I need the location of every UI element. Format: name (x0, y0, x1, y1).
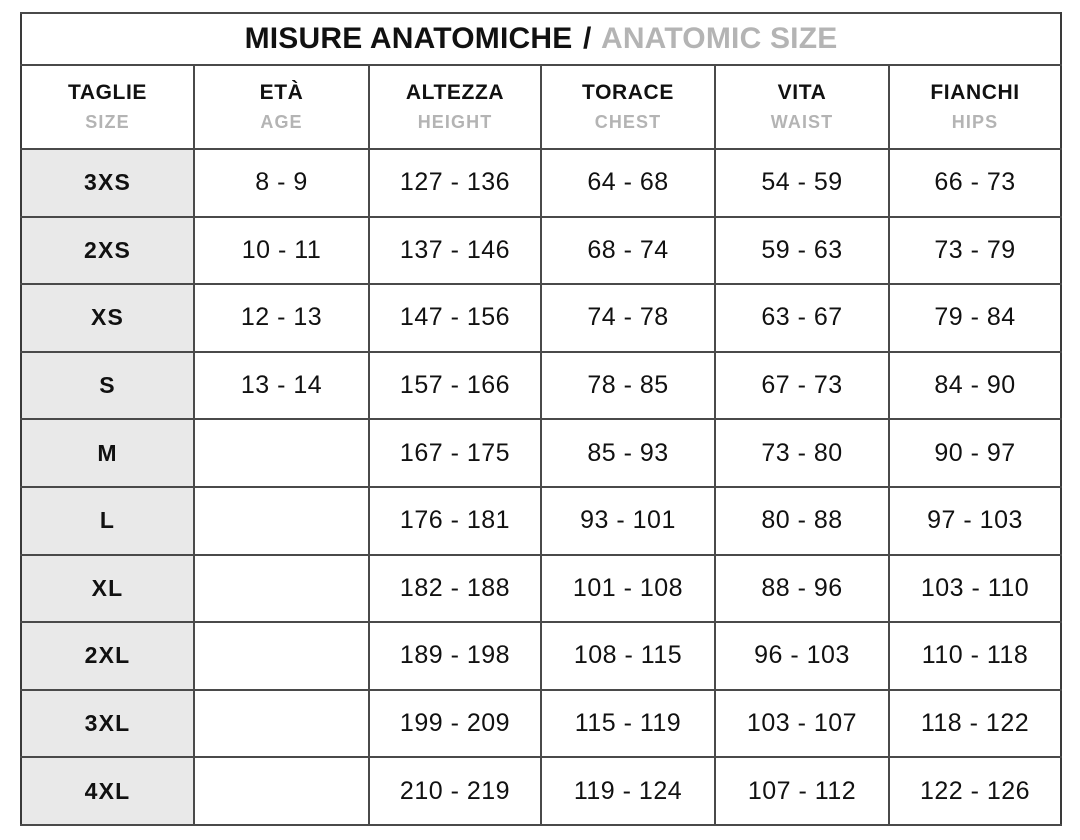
cell-hips: 79 - 84 (887, 283, 1063, 353)
cell-height: 189 - 198 (368, 621, 542, 691)
cell-size: XL (20, 553, 195, 624)
cell-size: 4XL (20, 756, 195, 826)
cell-height: 137 - 146 (368, 215, 542, 286)
title-english: ANATOMIC SIZE (600, 22, 838, 55)
column-header-fianchi: FIANCHI HIPS (887, 64, 1063, 150)
anatomic-size-table: MISURE ANATOMICHE / ANATOMIC SIZE TAGLIE… (19, 12, 1063, 826)
header-english: WAIST (770, 111, 834, 132)
table-row: 2XL 189 - 198 108 - 115 96 - 103 110 - 1… (20, 621, 1063, 691)
cell-age (193, 418, 370, 488)
cell-hips: 103 - 110 (887, 553, 1063, 624)
cell-age: 12 - 13 (193, 283, 370, 353)
header-english: SIZE (85, 111, 130, 132)
cell-size: XS (20, 283, 195, 353)
cell-chest: 101 - 108 (540, 553, 716, 624)
cell-height: 127 - 136 (368, 148, 542, 218)
cell-age: 10 - 11 (193, 215, 370, 286)
cell-hips: 84 - 90 (887, 350, 1063, 421)
title-italian: MISURE ANATOMICHE (244, 22, 573, 55)
cell-waist: 103 - 107 (714, 688, 890, 759)
cell-hips: 66 - 73 (887, 148, 1063, 218)
cell-chest: 74 - 78 (540, 283, 716, 353)
cell-hips: 110 - 118 (887, 621, 1063, 691)
cell-waist: 107 - 112 (714, 756, 890, 826)
cell-waist: 80 - 88 (714, 485, 890, 556)
cell-hips: 73 - 79 (887, 215, 1063, 286)
column-header-torace: TORACE CHEST (540, 64, 716, 150)
table-header-row: TAGLIE SIZE ETÀ AGE ALTEZZA HEIGHT (20, 64, 1063, 150)
size-chart-container: MISURE ANATOMICHE / ANATOMIC SIZE TAGLIE… (19, 12, 1063, 826)
title-separator: / (582, 22, 592, 55)
cell-size: 3XS (20, 148, 195, 218)
table-row: 2XS 10 - 11 137 - 146 68 - 74 59 - 63 73… (20, 215, 1063, 286)
header-italian: TORACE (582, 81, 674, 104)
header-english: HEIGHT (417, 111, 493, 132)
chart-title: MISURE ANATOMICHE / ANATOMIC SIZE (19, 12, 1063, 66)
header-italian: ETÀ (259, 81, 304, 104)
cell-size: 2XL (20, 621, 195, 691)
column-header-altezza: ALTEZZA HEIGHT (368, 64, 542, 150)
cell-size: M (20, 418, 195, 488)
cell-height: 157 - 166 (368, 350, 542, 421)
cell-waist: 63 - 67 (714, 283, 890, 353)
cell-height: 147 - 156 (368, 283, 542, 353)
cell-chest: 68 - 74 (540, 215, 716, 286)
cell-waist: 54 - 59 (714, 148, 890, 218)
table-row: M 167 - 175 85 - 93 73 - 80 90 - 97 (20, 418, 1063, 488)
cell-waist: 59 - 63 (714, 215, 890, 286)
header-italian: FIANCHI (930, 81, 1020, 104)
table-row: S 13 - 14 157 - 166 78 - 85 67 - 73 84 -… (20, 350, 1063, 421)
cell-age (193, 553, 370, 624)
cell-height: 167 - 175 (368, 418, 542, 488)
table-row: 3XS 8 - 9 127 - 136 64 - 68 54 - 59 66 -… (20, 148, 1063, 218)
cell-size: S (20, 350, 195, 421)
cell-age (193, 621, 370, 691)
cell-hips: 122 - 126 (887, 756, 1063, 826)
cell-age (193, 756, 370, 826)
cell-age: 8 - 9 (193, 148, 370, 218)
column-header-eta: ETÀ AGE (193, 64, 370, 150)
cell-size: 2XS (20, 215, 195, 286)
header-italian: TAGLIE (67, 81, 148, 104)
header-italian: VITA (777, 81, 827, 104)
cell-chest: 64 - 68 (540, 148, 716, 218)
cell-size: 3XL (20, 688, 195, 759)
header-english: CHEST (594, 111, 662, 132)
title-row: MISURE ANATOMICHE / ANATOMIC SIZE (19, 12, 1063, 66)
cell-age (193, 688, 370, 759)
cell-height: 210 - 219 (368, 756, 542, 826)
cell-waist: 67 - 73 (714, 350, 890, 421)
cell-chest: 108 - 115 (540, 621, 716, 691)
cell-waist: 73 - 80 (714, 418, 890, 488)
cell-hips: 97 - 103 (887, 485, 1063, 556)
table-row: 3XL 199 - 209 115 - 119 103 - 107 118 - … (20, 688, 1063, 759)
cell-waist: 88 - 96 (714, 553, 890, 624)
cell-chest: 119 - 124 (540, 756, 716, 826)
table-row: 4XL 210 - 219 119 - 124 107 - 112 122 - … (20, 756, 1063, 826)
cell-waist: 96 - 103 (714, 621, 890, 691)
table-row: L 176 - 181 93 - 101 80 - 88 97 - 103 (20, 485, 1063, 556)
header-italian: ALTEZZA (405, 81, 505, 104)
cell-age: 13 - 14 (193, 350, 370, 421)
cell-chest: 85 - 93 (540, 418, 716, 488)
cell-chest: 78 - 85 (540, 350, 716, 421)
table-row: XS 12 - 13 147 - 156 74 - 78 63 - 67 79 … (20, 283, 1063, 353)
cell-hips: 90 - 97 (887, 418, 1063, 488)
cell-size: L (20, 485, 195, 556)
cell-height: 182 - 188 (368, 553, 542, 624)
cell-height: 176 - 181 (368, 485, 542, 556)
cell-chest: 115 - 119 (540, 688, 716, 759)
cell-age (193, 485, 370, 556)
column-header-vita: VITA WAIST (714, 64, 890, 150)
table-row: XL 182 - 188 101 - 108 88 - 96 103 - 110 (20, 553, 1063, 624)
cell-chest: 93 - 101 (540, 485, 716, 556)
column-header-taglie: TAGLIE SIZE (20, 64, 195, 150)
cell-height: 199 - 209 (368, 688, 542, 759)
header-english: HIPS (951, 111, 999, 132)
header-english: AGE (260, 111, 303, 132)
cell-hips: 118 - 122 (887, 688, 1063, 759)
